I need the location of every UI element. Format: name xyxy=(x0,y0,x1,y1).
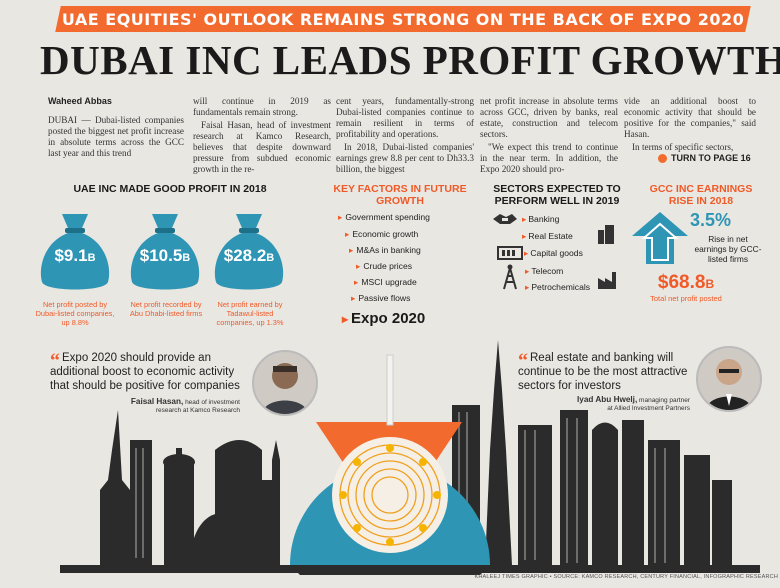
profit-bag-dubai: $9.1B xyxy=(36,210,114,294)
bag-unit: B xyxy=(266,252,275,264)
bag-value: $9.1 xyxy=(54,246,88,265)
article-text-5b: In terms of specific sectors, xyxy=(632,142,734,152)
article-text-1: — Dubai-listed companies posted the bigg… xyxy=(48,115,184,158)
cash-icon xyxy=(497,246,523,260)
headline: DUBAI INC LEADS PROFIT GROWTH xyxy=(40,37,780,83)
factory-icon xyxy=(598,272,616,289)
quote-mark-icon: “ xyxy=(50,350,60,372)
sector-item: Capital goods xyxy=(524,248,583,259)
banner-text: UAE EQUITIES' OUTLOOK REMAINS STRONG ON … xyxy=(61,9,745,29)
factor-item: Crude prices xyxy=(356,261,412,272)
bag-caption-tadawul: Net profit earned by Tadawul-listed comp… xyxy=(216,300,284,327)
quote-2-title1: managing partner xyxy=(639,397,690,404)
factor-item: MSCI upgrade xyxy=(354,277,416,288)
quote-1-name: Faisal Hasan, xyxy=(130,397,184,406)
sector-item: Real Estate xyxy=(522,231,572,242)
factor-item: Government spending xyxy=(338,212,430,223)
bullet-icon xyxy=(658,153,667,163)
article-text-5a: vide an additional boost to economic act… xyxy=(624,96,756,139)
bag-unit: B xyxy=(182,252,191,264)
gcc-total-unit: B xyxy=(705,277,715,291)
person-icon xyxy=(706,359,752,410)
factor-item: Economic growth xyxy=(345,229,418,240)
article-column-1: Waheed Abbas DUBAI — Dubai-listed compan… xyxy=(48,96,184,161)
dubai-skyline-illustration xyxy=(60,340,760,575)
graphic-credit: KHALEEJ TIMES GRAPHIC • SOURCE: KAMCO RE… xyxy=(474,574,778,580)
sector-item: Banking xyxy=(522,214,559,225)
profit-bag-tadawul: $28.2B xyxy=(210,210,288,294)
top-banner: UAE EQUITIES' OUTLOOK REMAINS STRONG ON … xyxy=(55,6,751,32)
avatar xyxy=(252,350,318,416)
sectors-heading: SECTORS EXPECTED TO PERFORM WELL IN 2019 xyxy=(493,183,621,207)
profit-bag-abu-dhabi: $10.5B xyxy=(126,210,204,294)
factor-highlight: Expo 2020 xyxy=(342,310,425,327)
article-text-2b: Faisal Hasan, head of investment researc… xyxy=(193,120,331,174)
bag-unit: B xyxy=(87,252,96,264)
gcc-heading: GCC INC EARNINGS RISE IN 2018 xyxy=(649,183,753,207)
article-text-4b: "We expect this trend to continue in the… xyxy=(480,142,618,174)
article-text-4a: net profit increase in absolute terms ac… xyxy=(480,96,618,139)
quote-1-attribution: Faisal Hasan, head of investment research… xyxy=(60,397,240,415)
person-icon xyxy=(262,363,308,414)
quote-1-text: Expo 2020 should provide an additional b… xyxy=(50,352,240,392)
byline: Waheed Abbas xyxy=(48,96,112,106)
turn-to-page-label: TURN TO PAGE 16 xyxy=(671,153,751,163)
article-column-4: net profit increase in absolute terms ac… xyxy=(480,96,618,177)
bag-value: $28.2 xyxy=(223,246,267,265)
telecom-tower-icon xyxy=(503,264,517,290)
gcc-percent: 3.5% xyxy=(690,210,732,230)
bag-caption-dubai: Net profit posted by Dubai-listed compan… xyxy=(35,300,115,327)
article-text-3b: In 2018, Dubai-listed companies' earning… xyxy=(336,142,474,174)
quote-mark-icon: “ xyxy=(518,350,528,372)
article-text-2a: will continue in 2019 as fundamentals re… xyxy=(193,96,331,117)
quote-1-title2: research at Kamco Research xyxy=(155,407,240,414)
quote-2-name: Iyad Abu Hwelj, xyxy=(577,395,638,404)
gcc-total-caption: Total net profit posted xyxy=(650,294,722,303)
handshake-icon xyxy=(493,214,517,224)
growth-arrow-icon xyxy=(632,212,688,264)
article-column-3: cent years, fundamentally-strong Dubai-l… xyxy=(336,96,474,177)
sector-item: Telecom xyxy=(525,266,563,277)
quote-2-text: Real estate and banking will continue to… xyxy=(518,352,688,392)
profit-heading: UAE INC MADE GOOD PROFIT IN 2018 xyxy=(73,183,267,195)
factor-item: Passive flows xyxy=(351,293,410,304)
bag-caption-abu-dhabi: Net profit recorded by Abu Dhabi-listed … xyxy=(129,300,203,318)
bag-value: $10.5 xyxy=(139,246,183,265)
quote-1: “Expo 2020 should provide an additional … xyxy=(50,350,255,393)
gcc-total-value: $68.8 xyxy=(657,272,706,293)
building-icon xyxy=(598,225,614,244)
quote-1-title1: head of investment xyxy=(185,399,240,406)
avatar xyxy=(696,346,762,412)
quote-2-title2: at Allied Investment Partners xyxy=(607,405,690,412)
gcc-percent-caption: Rise in net earnings by GCC-listed firms xyxy=(694,234,762,264)
dateline: DUBAI xyxy=(48,115,78,125)
article-text-3a: cent years, fundamentally-strong Dubai-l… xyxy=(336,96,474,139)
quote-2-attribution: Iyad Abu Hwelj, managing partner at Allie… xyxy=(510,395,690,413)
turn-to-page[interactable]: TURN TO PAGE 16 xyxy=(658,153,751,163)
sector-item: Petrochemicals xyxy=(525,282,590,293)
gcc-total: $68.8B xyxy=(636,272,736,294)
article-column-2: will continue in 2019 as fundamentals re… xyxy=(193,96,331,177)
article-column-5: vide an additional boost to economic act… xyxy=(624,96,756,155)
factors-heading: KEY FACTORS IN FUTURE GROWTH xyxy=(333,183,467,207)
quote-2: “Real estate and banking will continue t… xyxy=(518,350,693,393)
factor-item: M&As in banking xyxy=(349,245,421,256)
